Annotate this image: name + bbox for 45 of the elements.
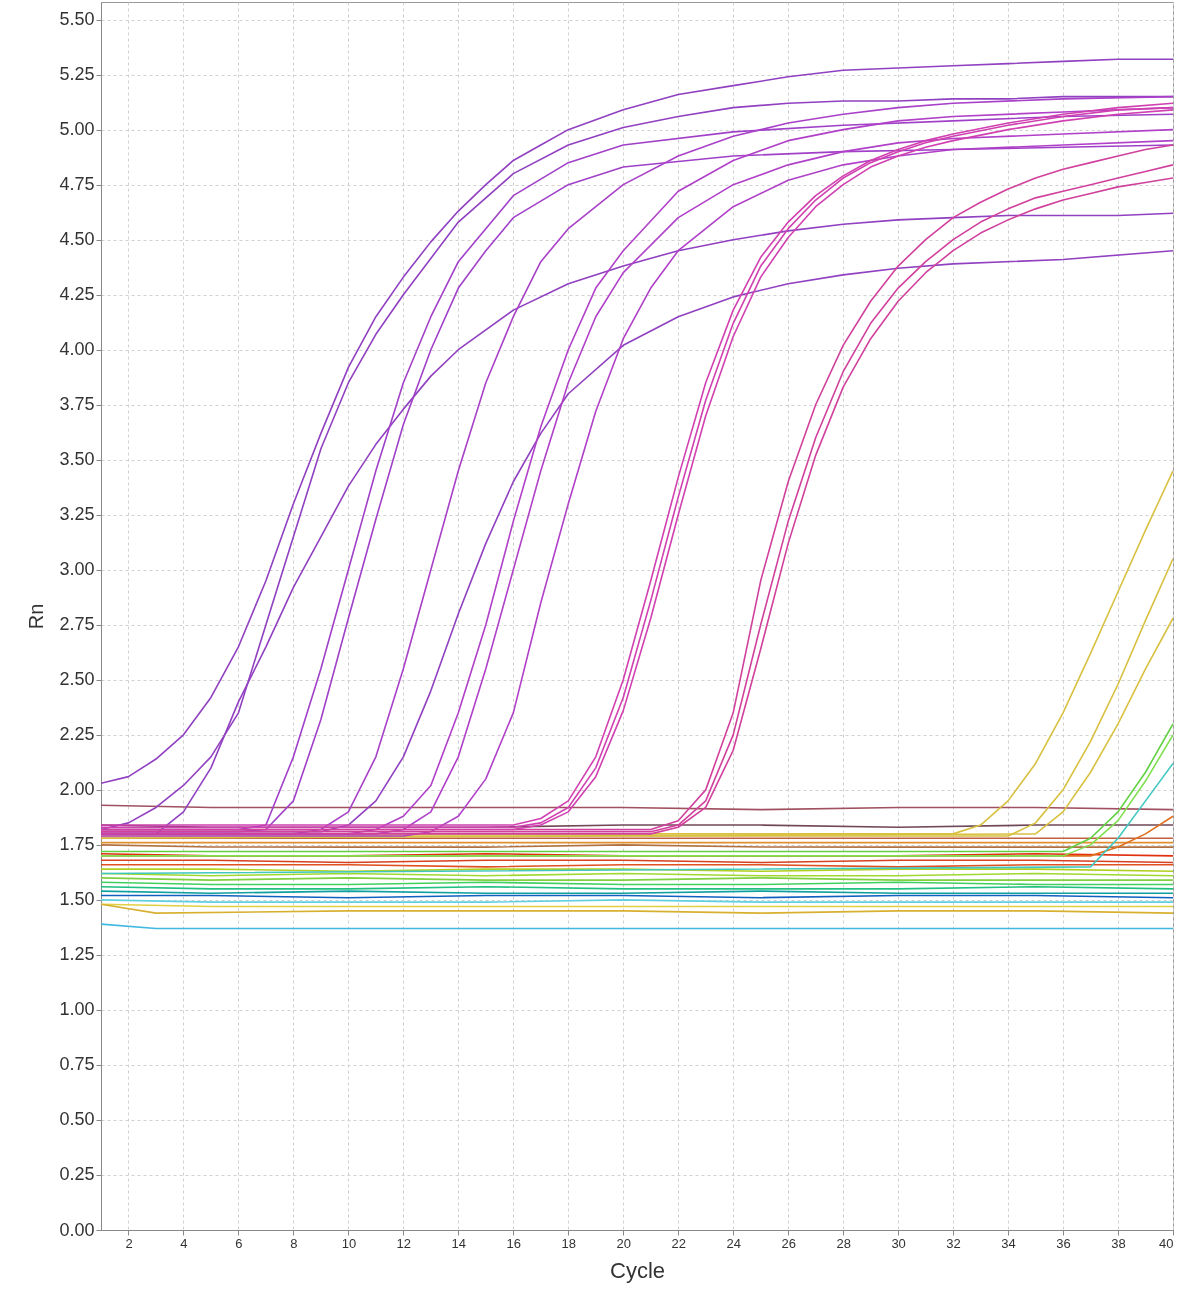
y-tick-label: 3.25 [59,504,95,525]
y-tick-label: 1.25 [59,944,95,965]
y-tick-label: 5.50 [59,9,95,30]
x-tick-label: 18 [561,1235,577,1251]
y-tick-label: 4.75 [59,174,95,195]
y-tick-label: 2.75 [59,614,95,635]
y-tick-label: 0.25 [59,1164,95,1185]
x-tick-label: 12 [396,1235,412,1251]
y-axis-title: Rn [25,603,48,630]
y-tick-label: 4.25 [59,284,95,305]
x-tick-label: 4 [180,1235,188,1251]
x-tick-label: 32 [946,1235,961,1251]
x-tick-label: 34 [1001,1235,1016,1251]
y-tick-label: 4.50 [59,229,95,250]
x-tick-label: 38 [1111,1235,1126,1251]
x-tick-label: 28 [836,1235,851,1251]
x-tick-label: 30 [891,1235,906,1251]
x-tick-label: 40 [1159,1235,1174,1251]
x-tick-label: 14 [451,1235,467,1251]
y-tick-label: 5.00 [59,119,95,140]
x-tick-label: 10 [341,1235,357,1251]
y-tick-label: 2.00 [59,779,95,800]
y-tick-label: 1.50 [59,889,95,910]
y-tick-label: 0.50 [59,1109,95,1130]
x-tick-label: 22 [671,1235,686,1251]
x-tick-label: 8 [290,1235,298,1251]
y-tick-label: 5.25 [59,64,95,85]
x-tick-label: 16 [506,1235,522,1251]
x-axis-title: Cycle [609,1257,666,1283]
y-tick-label: 4.00 [59,339,95,360]
x-tick-label: 20 [616,1235,631,1251]
y-tick-label: 1.00 [59,999,95,1020]
y-tick-label: 3.75 [59,394,95,415]
y-tick-label: 0.00 [59,1219,95,1240]
x-tick-label: 24 [726,1235,741,1251]
y-tick-label: 2.25 [59,724,95,745]
y-tick-label: 3.00 [59,559,95,580]
x-tick-label: 26 [781,1235,796,1251]
y-tick-label: 0.75 [59,1054,95,1075]
y-tick-label: 3.50 [59,449,95,470]
x-tick-label: 36 [1056,1235,1071,1251]
y-tick-label: 2.50 [59,669,95,690]
x-tick-label: 2 [125,1235,133,1251]
y-tick-label: 1.75 [59,834,95,855]
x-tick-label: 6 [235,1235,243,1251]
